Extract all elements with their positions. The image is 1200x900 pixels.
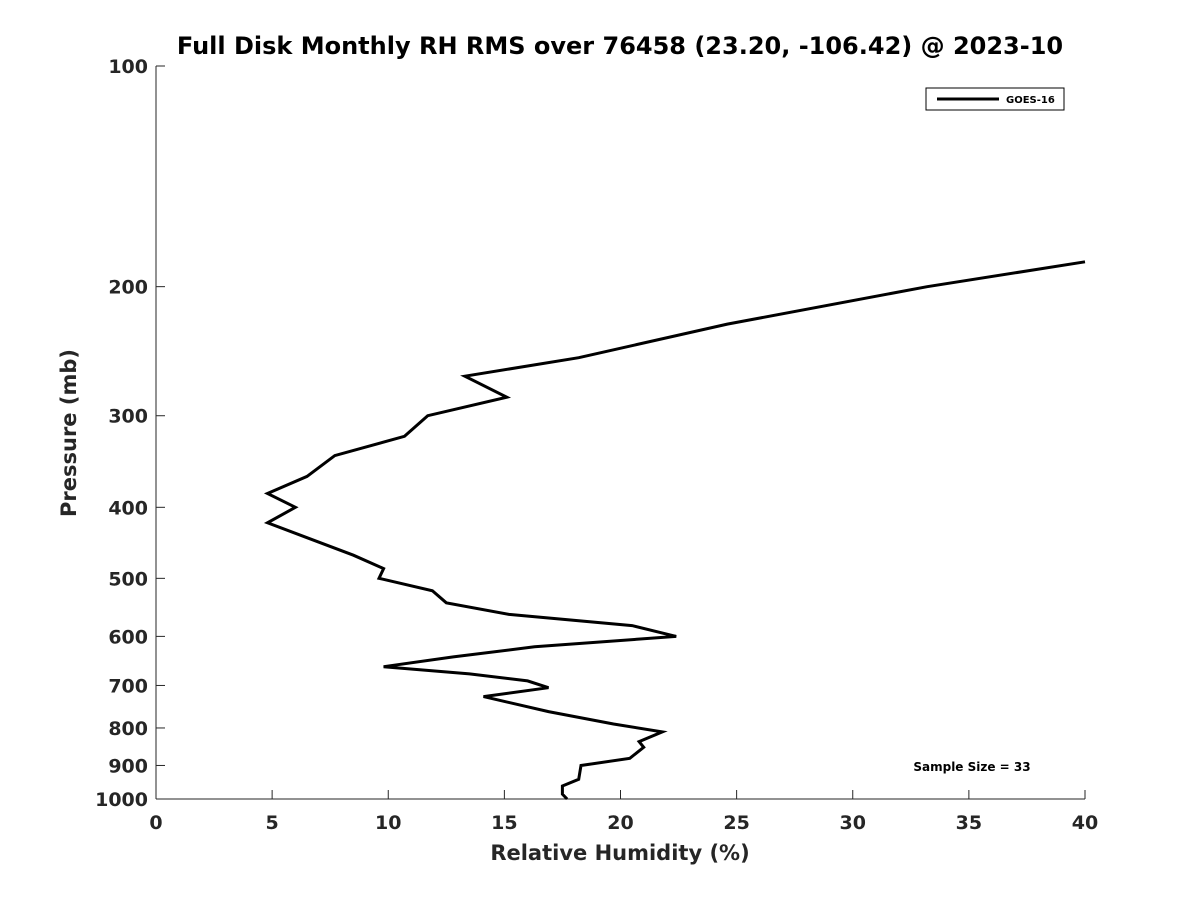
series-layer	[263, 260, 1086, 801]
y-tick-label: 1000	[95, 789, 148, 811]
y-tick-label: 600	[108, 626, 148, 648]
y-tick-label: 300	[108, 406, 148, 428]
x-tick-label: 40	[1072, 812, 1098, 834]
series-line-goes16	[263, 260, 1086, 801]
axes: 0 5 10 15 20 25 30 35 40 100 200 300 400 500 600 700 800…	[95, 56, 1098, 834]
y-axis-label: Pressure (mb)	[57, 349, 81, 517]
x-tick-label: 5	[266, 812, 279, 834]
x-tick-label: 25	[723, 812, 749, 834]
x-tick-label: 15	[491, 812, 517, 834]
x-tick-label: 30	[840, 812, 866, 834]
y-tick-label: 400	[108, 497, 148, 519]
legend-label-goes16: GOES-16	[1006, 95, 1055, 106]
y-tick-label: 200	[108, 277, 148, 299]
y-tick-label: 500	[108, 568, 148, 590]
y-tick-label: 700	[108, 675, 148, 697]
legend: GOES-16	[925, 87, 1065, 111]
y-tick-label: 900	[108, 755, 148, 777]
x-tick-label: 20	[607, 812, 633, 834]
x-axis-label: Relative Humidity (%)	[490, 841, 749, 865]
chart-title: Full Disk Monthly RH RMS over 76458 (23.…	[177, 32, 1063, 60]
x-tick-label: 10	[375, 812, 401, 834]
x-tick-label: 35	[956, 812, 982, 834]
x-tick-label: 0	[149, 812, 162, 834]
sample-size-annotation: Sample Size = 33	[913, 760, 1030, 774]
y-tick-label: 800	[108, 718, 148, 740]
y-tick-label: 100	[108, 56, 148, 78]
